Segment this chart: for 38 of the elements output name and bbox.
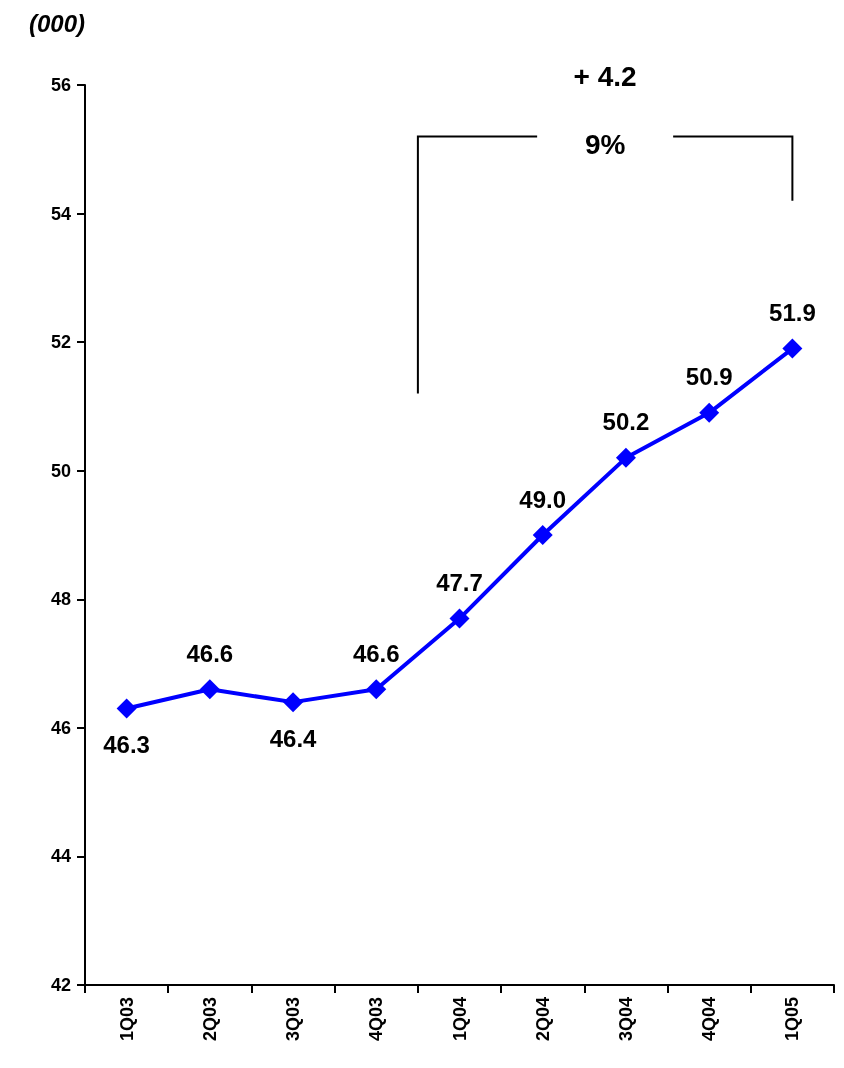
annotation: + 4.2 xyxy=(573,60,637,92)
y-tick-label: 50 xyxy=(50,460,71,481)
y-tick-label: 46 xyxy=(50,717,71,738)
x-tick-label: 3Q04 xyxy=(615,997,636,1042)
x-tick-label: 2Q04 xyxy=(532,997,553,1042)
y-tick-label: 48 xyxy=(50,589,71,610)
data-label: 46.6 xyxy=(352,639,400,667)
data-label: 46.3 xyxy=(103,731,150,759)
point xyxy=(782,338,803,359)
point xyxy=(699,402,720,423)
data-label: 49.0 xyxy=(519,485,567,513)
point xyxy=(366,679,387,700)
point xyxy=(116,698,137,719)
x-tick-label: 4Q04 xyxy=(699,997,720,1042)
x-tick-label: 2Q03 xyxy=(199,997,220,1042)
y-tick-label: 54 xyxy=(50,203,71,224)
data-label: 51.9 xyxy=(769,299,816,327)
x-tick-label: 3Q03 xyxy=(283,997,304,1042)
data-label: 46.4 xyxy=(269,724,318,752)
data-label: 47.7 xyxy=(436,569,483,597)
x-tick-label: 1Q03 xyxy=(116,997,137,1042)
y-tick-label: 44 xyxy=(50,846,71,867)
data-label: 46.6 xyxy=(186,639,234,667)
point xyxy=(615,447,636,468)
y-axis-title: (000) xyxy=(28,9,85,37)
y-tick-label: 52 xyxy=(50,332,71,353)
x-tick-label: 1Q04 xyxy=(449,997,470,1042)
point xyxy=(532,525,553,545)
x-tick-label: 4Q03 xyxy=(366,997,387,1042)
data-label: 50.2 xyxy=(602,408,650,436)
point xyxy=(449,608,470,629)
point xyxy=(283,692,304,713)
point xyxy=(199,679,220,700)
y-tick-label: 42 xyxy=(50,975,71,995)
y-tick-label: 56 xyxy=(50,75,71,95)
data-label: 50.9 xyxy=(685,363,733,391)
x-tick-label: 1Q05 xyxy=(782,997,803,1042)
annotation: 9% xyxy=(584,128,626,160)
